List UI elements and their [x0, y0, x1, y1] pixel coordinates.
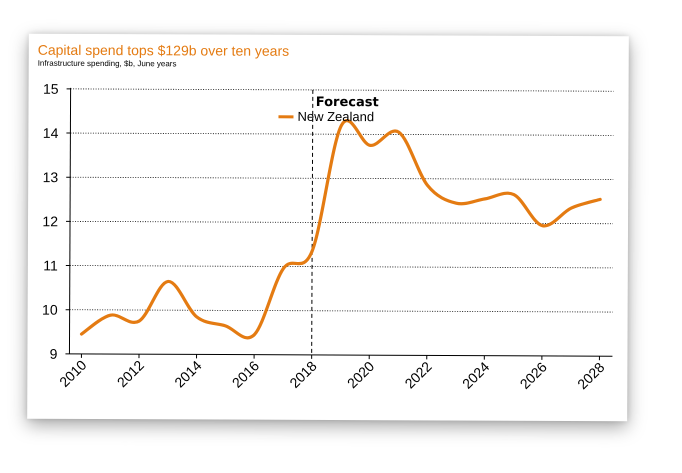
gridline [70, 88, 614, 92]
x-tick-label: 2016 [229, 357, 263, 390]
y-tick-label: 11 [43, 257, 58, 273]
x-tick-label: 2022 [401, 358, 435, 391]
axis-layer: 9 10 11 12 13 14 15 2010 2012 2014 2016 2018 2020 202… [42, 81, 613, 392]
forecast-label: Forecast [316, 95, 379, 110]
y-tick-label: 14 [43, 125, 59, 141]
chart-card: Capital spend tops $129b over ten years … [27, 33, 629, 422]
x-tick-label: 2020 [344, 358, 378, 391]
x-tick-label: 2028 [574, 359, 608, 392]
x-tick-label: 2024 [459, 358, 493, 391]
x-tick-label: 2014 [171, 357, 205, 390]
x-tick-label: 2018 [286, 358, 320, 391]
series-layer [79, 119, 602, 340]
gridline [69, 265, 613, 269]
gridline [70, 176, 614, 180]
y-tick-label: 12 [42, 213, 58, 229]
line-chart: 9 10 11 12 13 14 15 2010 2012 2014 2016 2018 2020 202… [42, 81, 614, 392]
y-tick-label: 15 [43, 81, 59, 97]
gridline [70, 220, 614, 225]
gridline [70, 132, 614, 136]
x-tick-label: 2010 [56, 357, 90, 390]
x-axis-line [69, 353, 613, 357]
y-tick-label: 10 [42, 302, 58, 318]
y-tick-label: 13 [43, 169, 59, 185]
series-line-new-zealand [79, 119, 602, 340]
y-tick-label: 9 [50, 346, 58, 362]
legend-layer: New Zealand [278, 109, 374, 124]
legend-label: New Zealand [297, 109, 374, 124]
x-tick-label: 2012 [114, 357, 148, 390]
x-tick-label: 2026 [517, 359, 551, 392]
forecast-line [311, 89, 314, 355]
gridline [69, 309, 613, 313]
